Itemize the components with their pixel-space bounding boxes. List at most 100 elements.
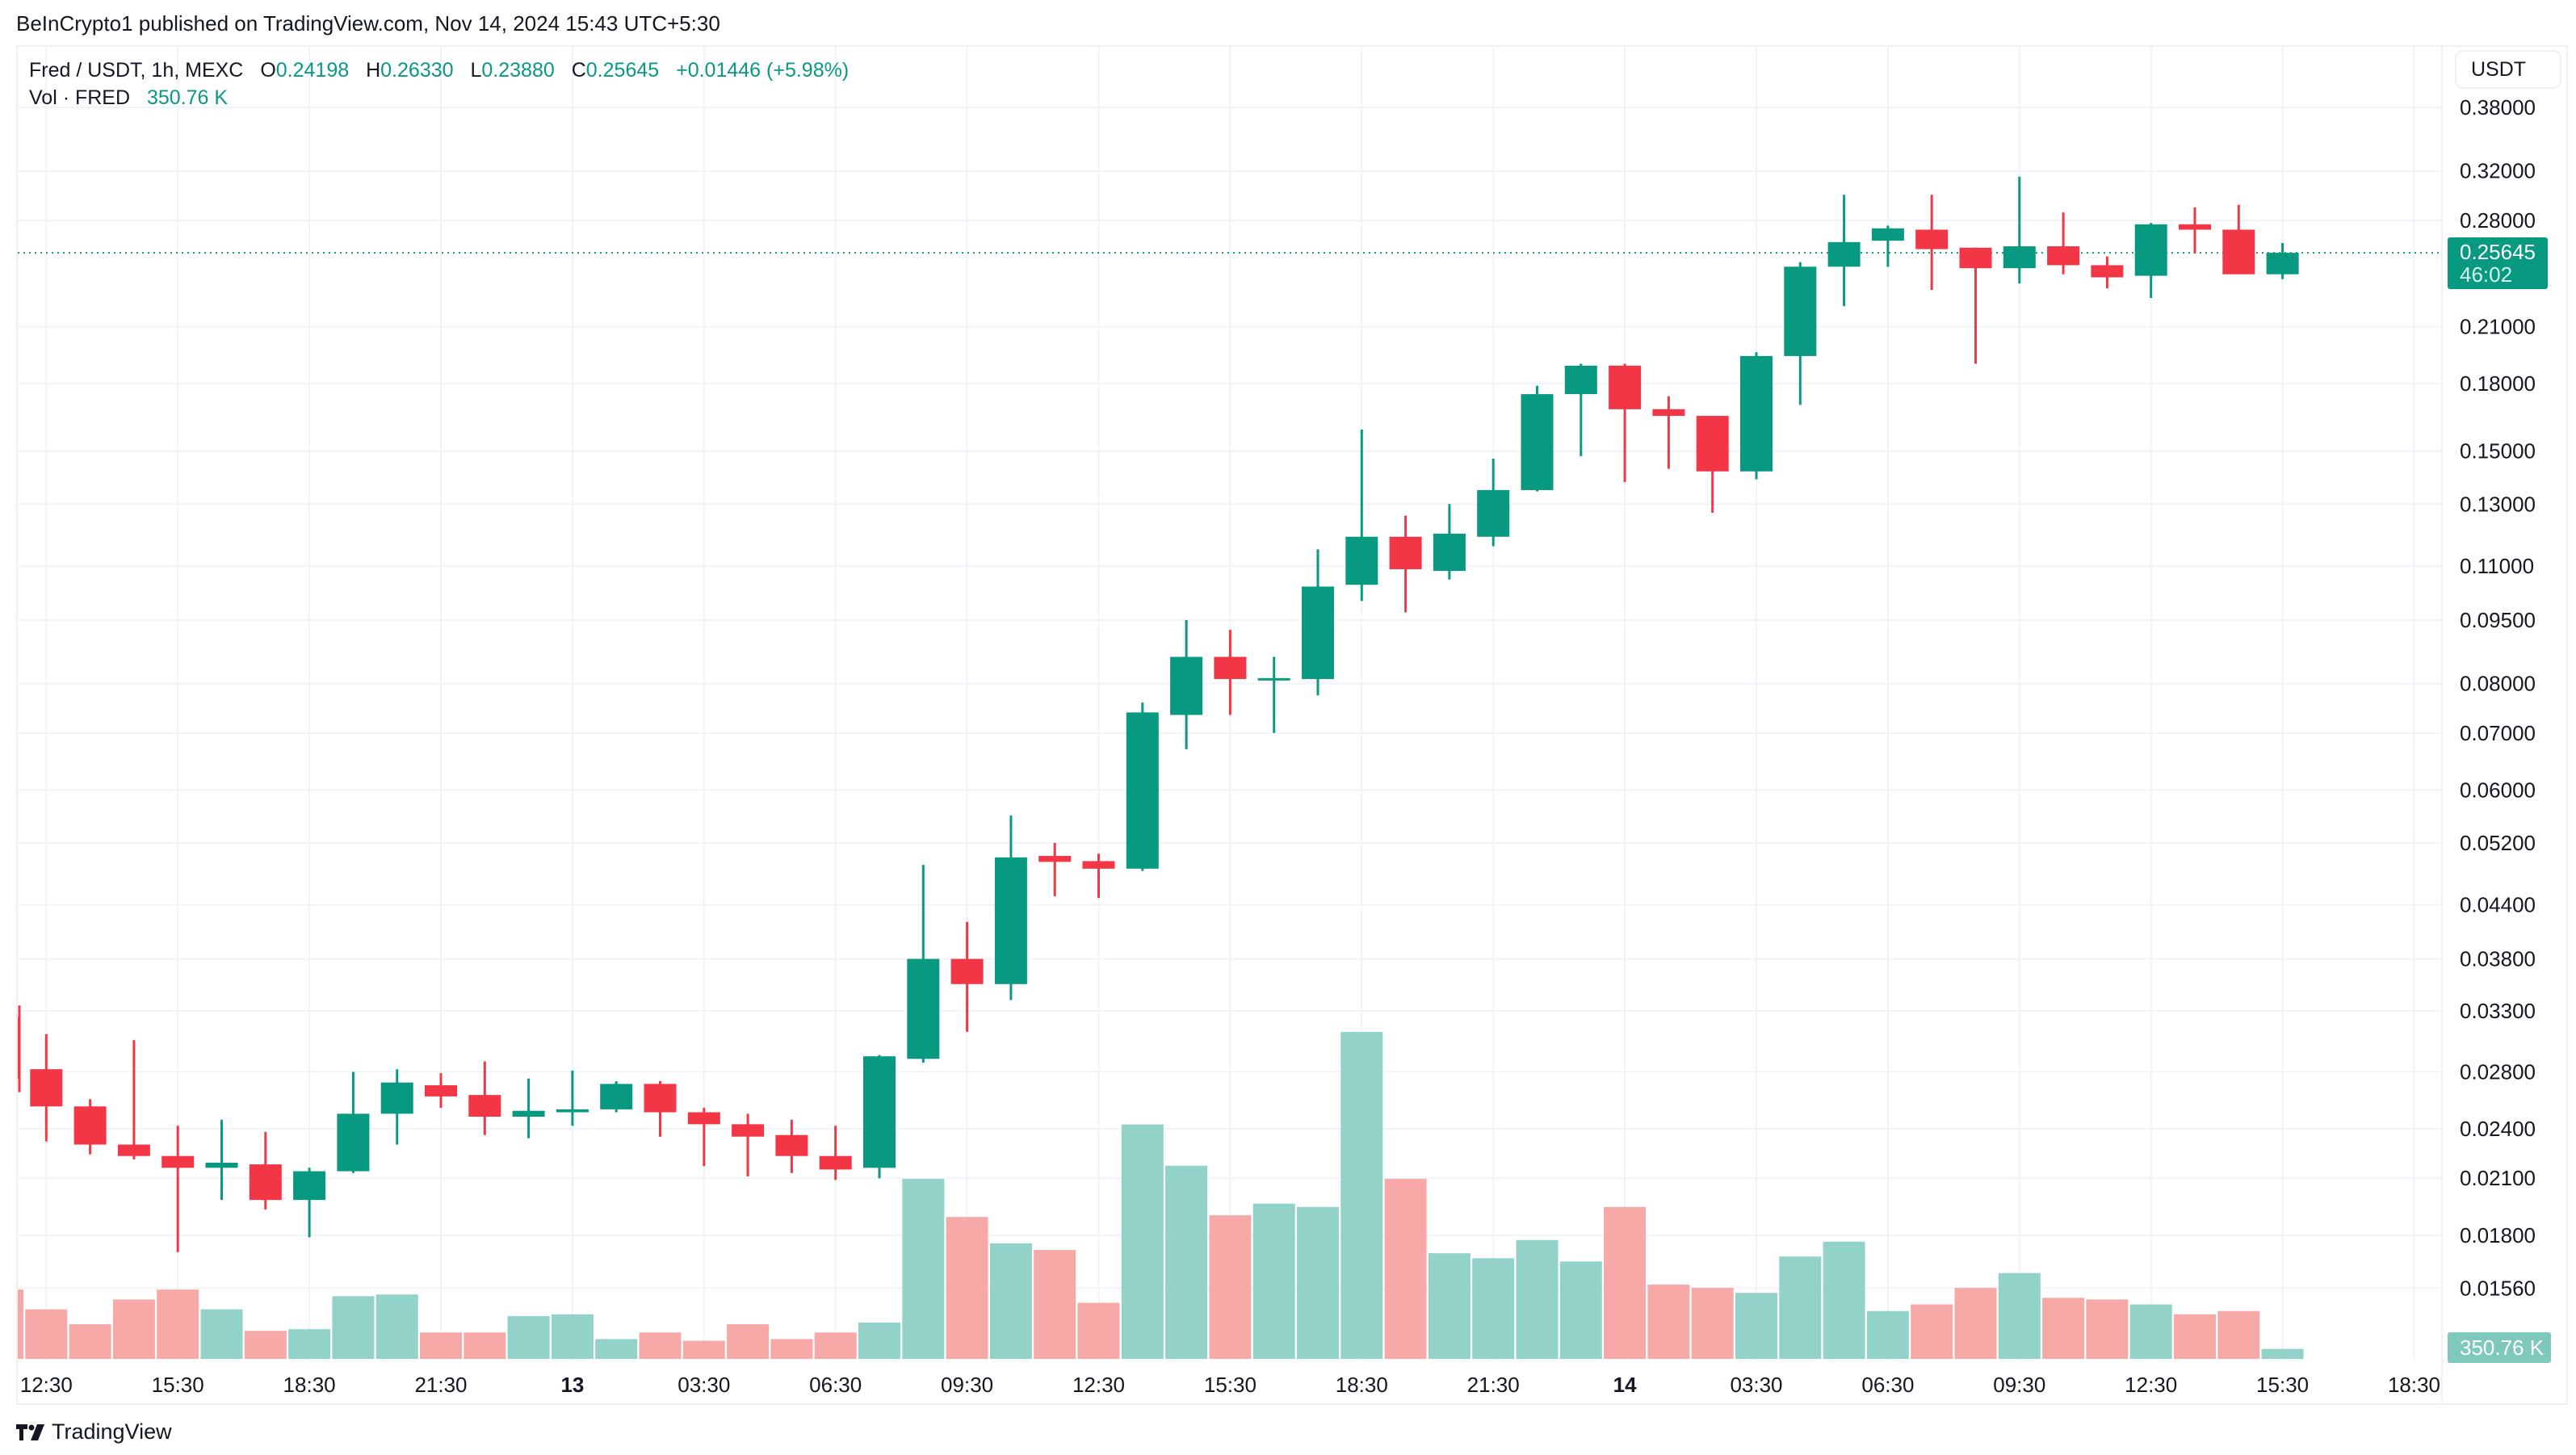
candle <box>1170 619 1203 749</box>
candle-body <box>644 1084 677 1113</box>
candle-body <box>1564 365 1597 395</box>
volume-bar <box>1428 1253 1471 1359</box>
candle <box>2134 223 2167 298</box>
candle-body <box>556 1109 589 1113</box>
volume-bar <box>1121 1124 1164 1359</box>
volume-bar <box>1165 1165 1208 1359</box>
candle <box>73 1099 107 1155</box>
high-value: 0.26330 <box>380 59 454 82</box>
currency-selector[interactable]: USDT <box>2455 50 2561 89</box>
volume-bar <box>727 1324 770 1359</box>
price-axis[interactable]: 0.38000 0.32000 0.28000 0.21000 0.18000 0.150… <box>2460 95 2536 1300</box>
candle <box>1959 247 1992 364</box>
volume-bar <box>157 1289 199 1359</box>
candle-body <box>1784 266 1817 356</box>
volume-bar <box>1604 1206 1647 1359</box>
candle <box>2091 256 2124 289</box>
candle <box>425 1073 457 1109</box>
candle-body <box>775 1134 808 1156</box>
time-tick-label: 12:30 <box>2125 1373 2177 1397</box>
time-axis[interactable]: 12:30 15:30 18:30 21:30 13 03:30 06:30 09:30 12:… <box>20 1373 2440 1397</box>
price-tick-label: 0.02100 <box>2460 1166 2536 1190</box>
footer-brand[interactable]: TradingView <box>16 1419 172 1445</box>
symbol-info[interactable]: Fred / USDT, 1h, MEXC <box>29 59 244 82</box>
last-price-value: 0.25645 <box>2460 240 2536 264</box>
time-tick-label: 15:30 <box>2256 1373 2309 1397</box>
candle-body <box>1915 229 1949 249</box>
candle-body <box>425 1085 457 1096</box>
candle <box>1038 842 1072 897</box>
high-label: H <box>366 59 381 82</box>
volume-bar <box>639 1332 682 1359</box>
volume-bar <box>375 1294 418 1359</box>
countdown: 46:02 <box>2460 262 2512 287</box>
volume-badge-value: 350.76 K <box>2460 1335 2545 1360</box>
ohlc-row: Fred / USDT, 1h, MEXC O0.24198 H0.26330 … <box>29 57 849 84</box>
tradingview-logo-icon <box>16 1424 44 1440</box>
candle <box>512 1078 545 1138</box>
time-tick-label: 18:30 <box>1336 1373 1388 1397</box>
price-tick-label: 0.15000 <box>2460 439 2536 463</box>
candle <box>1652 396 1685 469</box>
candle-body <box>30 1069 63 1107</box>
candle-body <box>907 958 940 1059</box>
candle <box>1477 458 1510 547</box>
volume-bar <box>507 1315 550 1359</box>
price-tick-label: 0.03300 <box>2460 999 2536 1023</box>
volume-bar <box>1384 1179 1427 1359</box>
price-tick-label: 0.11000 <box>2460 554 2534 578</box>
last-price-badge-bg <box>2448 237 2548 289</box>
volume-badge-bg <box>2448 1332 2551 1363</box>
volume-bar <box>420 1332 462 1359</box>
candle <box>600 1081 633 1113</box>
price-tick-label: 0.07000 <box>2460 721 2536 745</box>
volume-bar <box>1297 1206 1339 1359</box>
candle <box>1609 363 1642 482</box>
candle <box>2047 212 2080 275</box>
candle <box>2003 176 2036 284</box>
candle-body <box>994 857 1027 984</box>
volume-bar <box>1472 1258 1515 1359</box>
volume-bar <box>1647 1284 1690 1359</box>
candle-body <box>1257 677 1290 681</box>
candle-body <box>863 1056 896 1168</box>
time-tick-label: 15:30 <box>1204 1373 1257 1397</box>
candle-body <box>1038 856 1072 862</box>
volume-bar <box>25 1309 68 1359</box>
time-tick-label: 03:30 <box>1730 1373 1782 1397</box>
candle-body <box>1214 656 1247 679</box>
candle <box>1696 416 1729 513</box>
candle-body <box>162 1155 195 1168</box>
volume-bar <box>200 1309 243 1359</box>
candle <box>30 1034 63 1142</box>
last-price-badge: 0.25645 46:02 <box>2448 237 2548 289</box>
volume-label[interactable]: Vol · FRED <box>29 86 131 109</box>
close-value: 0.25645 <box>585 59 660 82</box>
candle <box>907 865 940 1063</box>
open-label: O <box>260 59 276 82</box>
candle <box>1433 504 1466 580</box>
candle-body <box>73 1106 107 1145</box>
candle <box>2179 207 2211 254</box>
price-tick-label: 0.02800 <box>2460 1059 2536 1084</box>
volume-bar <box>332 1296 375 1359</box>
volume-bar <box>1735 1293 1777 1359</box>
price-tick-label: 0.18000 <box>2460 371 2536 396</box>
candle-body <box>2222 229 2255 275</box>
candle-body <box>117 1144 150 1156</box>
volume-bar <box>989 1243 1032 1359</box>
candle <box>644 1081 677 1137</box>
volume-bar <box>112 1299 155 1359</box>
price-tick-label: 0.05200 <box>2460 831 2536 855</box>
footer-brand-text: TradingView <box>52 1419 172 1444</box>
time-tick-label: 18:30 <box>2388 1373 2440 1397</box>
candle <box>556 1070 589 1126</box>
candle-body <box>1126 712 1159 869</box>
candle <box>249 1131 282 1210</box>
candle-body <box>1433 533 1466 572</box>
volume-bar <box>595 1339 638 1359</box>
candle <box>293 1168 326 1238</box>
candle-body <box>1959 247 1992 269</box>
volume-bar <box>1998 1273 2041 1359</box>
